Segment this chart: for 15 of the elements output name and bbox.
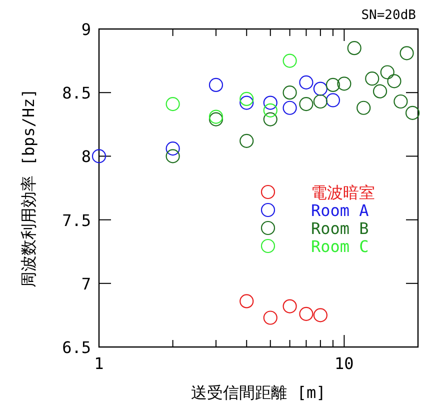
legend-label: Room B — [311, 219, 369, 238]
legend-label: 電波暗室 — [311, 183, 375, 202]
x-tick-label: 10 — [334, 354, 354, 373]
y-tick-label: 6.5 — [62, 338, 91, 357]
legend-label: Room C — [311, 237, 369, 256]
chart-title: SN=20dB — [361, 8, 416, 23]
y-tick-label: 8.5 — [62, 84, 91, 103]
y-tick-label: 8 — [81, 147, 91, 166]
y-tick-label: 7.5 — [62, 210, 91, 230]
x-axis-title: 送受信間距離 [m] — [191, 383, 326, 402]
y-tick-label: 7 — [81, 274, 91, 294]
y-tick-label: 9 — [81, 20, 91, 39]
y-axis-title: 周波数利用効率 [bps/Hz] — [19, 88, 38, 288]
x-tick-label: 1 — [94, 354, 104, 373]
legend-label: Room A — [311, 201, 370, 220]
